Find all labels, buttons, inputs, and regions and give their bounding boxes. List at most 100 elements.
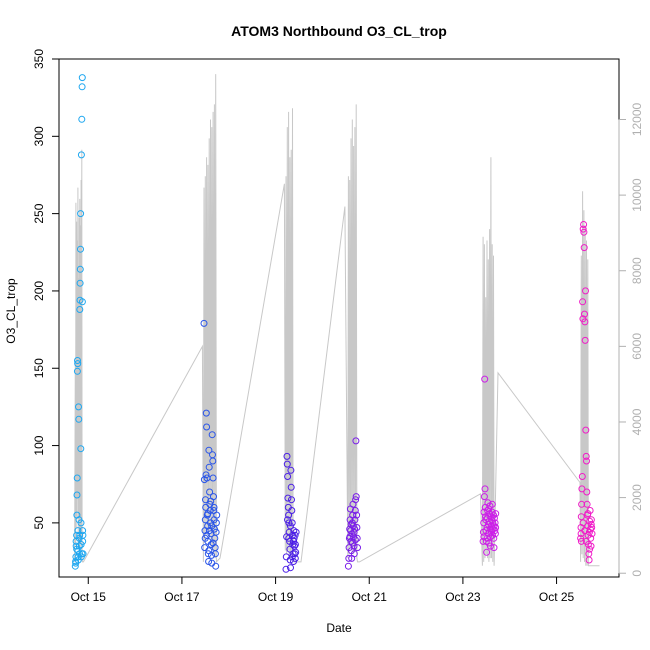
data-point	[203, 423, 211, 431]
x-tick-label: Oct 15	[71, 590, 107, 604]
y-tick-label: 100	[32, 435, 46, 455]
y2-tick-label: 8000	[630, 257, 644, 284]
data-point	[72, 559, 80, 567]
data-point	[72, 542, 80, 550]
data-point	[202, 471, 210, 479]
y2-tick-label: 6000	[630, 333, 644, 360]
data-point	[287, 564, 294, 572]
data-point	[201, 516, 209, 524]
data-point	[75, 403, 82, 411]
data-point	[205, 446, 213, 454]
data-point	[213, 511, 221, 519]
data-point	[76, 531, 84, 539]
data-point	[582, 452, 590, 460]
data-point	[587, 516, 595, 524]
data-point	[74, 527, 82, 535]
data-point	[74, 357, 81, 364]
data-point	[77, 553, 85, 561]
x-tick-label: Oct 25	[539, 590, 575, 604]
data-point	[71, 562, 79, 570]
data-point	[77, 210, 85, 218]
data-point	[288, 507, 296, 514]
y-tick-label: 250	[32, 203, 46, 223]
data-point	[582, 287, 589, 295]
data-point	[288, 496, 295, 504]
data-point	[287, 483, 295, 491]
y2-tick-label: 12000	[630, 102, 644, 136]
data-point	[483, 548, 491, 556]
data-point	[491, 519, 499, 527]
data-point	[581, 310, 588, 318]
y2-axis: 0 2000 4000 6000 8000 10000 12000	[618, 102, 644, 577]
data-point	[490, 534, 498, 542]
data-point	[579, 298, 587, 306]
x-tick-label: Oct 19	[258, 590, 294, 604]
data-point	[492, 524, 500, 531]
data-point	[283, 460, 291, 468]
data-point	[581, 336, 589, 344]
data-point	[208, 431, 216, 439]
y-axis: 50 100 150 200 250 300 350	[32, 49, 60, 530]
x-axis: Oct 15 Oct 17 Oct 19 Oct 21 Oct 23 Oct 25	[71, 576, 575, 604]
data-point	[286, 522, 294, 530]
data-point	[345, 554, 353, 562]
y2-tick-label: 2000	[630, 484, 644, 511]
data-point	[78, 298, 86, 306]
data-point	[351, 516, 359, 524]
data-point	[352, 496, 360, 504]
data-point	[582, 426, 590, 434]
data-point	[579, 225, 587, 233]
data-point	[208, 522, 216, 530]
data-point	[588, 530, 596, 538]
data-point	[354, 544, 361, 552]
data-point	[580, 221, 588, 228]
data-point	[487, 533, 494, 541]
data-point	[577, 534, 585, 542]
data-point	[481, 375, 489, 383]
data-point	[346, 533, 354, 541]
data-point	[284, 473, 292, 480]
data-point	[482, 513, 489, 521]
data-point	[577, 530, 585, 538]
data-point	[75, 516, 83, 524]
data-point	[209, 474, 217, 482]
data-point	[283, 452, 291, 460]
data-point	[577, 513, 585, 521]
data-point	[353, 534, 361, 542]
data-point	[76, 279, 84, 287]
data-point	[207, 497, 215, 505]
data-point	[582, 537, 590, 545]
data-point	[347, 520, 355, 528]
data-point	[78, 83, 86, 91]
y-tick-label: 150	[32, 358, 46, 378]
data-point	[201, 544, 209, 552]
data-point	[483, 534, 491, 542]
data-point	[480, 533, 488, 541]
data-point	[583, 500, 591, 508]
secondary-series-line	[74, 74, 600, 567]
data-point	[350, 550, 358, 558]
data-point	[204, 510, 212, 518]
data-point	[353, 511, 361, 519]
data-point	[75, 415, 83, 423]
data-point	[585, 556, 593, 564]
data-point	[491, 527, 499, 535]
y-tick-label: 200	[32, 281, 46, 301]
data-point	[287, 466, 295, 474]
data-point	[73, 491, 81, 499]
data-point	[351, 507, 359, 514]
data-point	[350, 528, 358, 536]
data-point	[284, 516, 291, 524]
data-point	[492, 510, 500, 518]
data-point	[578, 473, 586, 480]
data-point	[282, 553, 290, 561]
data-point	[490, 544, 498, 552]
data-point	[77, 245, 84, 253]
data-point	[202, 409, 210, 417]
y-tick-label: 350	[32, 49, 46, 69]
data-points	[71, 74, 596, 573]
data-point	[282, 565, 290, 573]
data-point	[76, 265, 84, 273]
data-point	[480, 493, 488, 501]
